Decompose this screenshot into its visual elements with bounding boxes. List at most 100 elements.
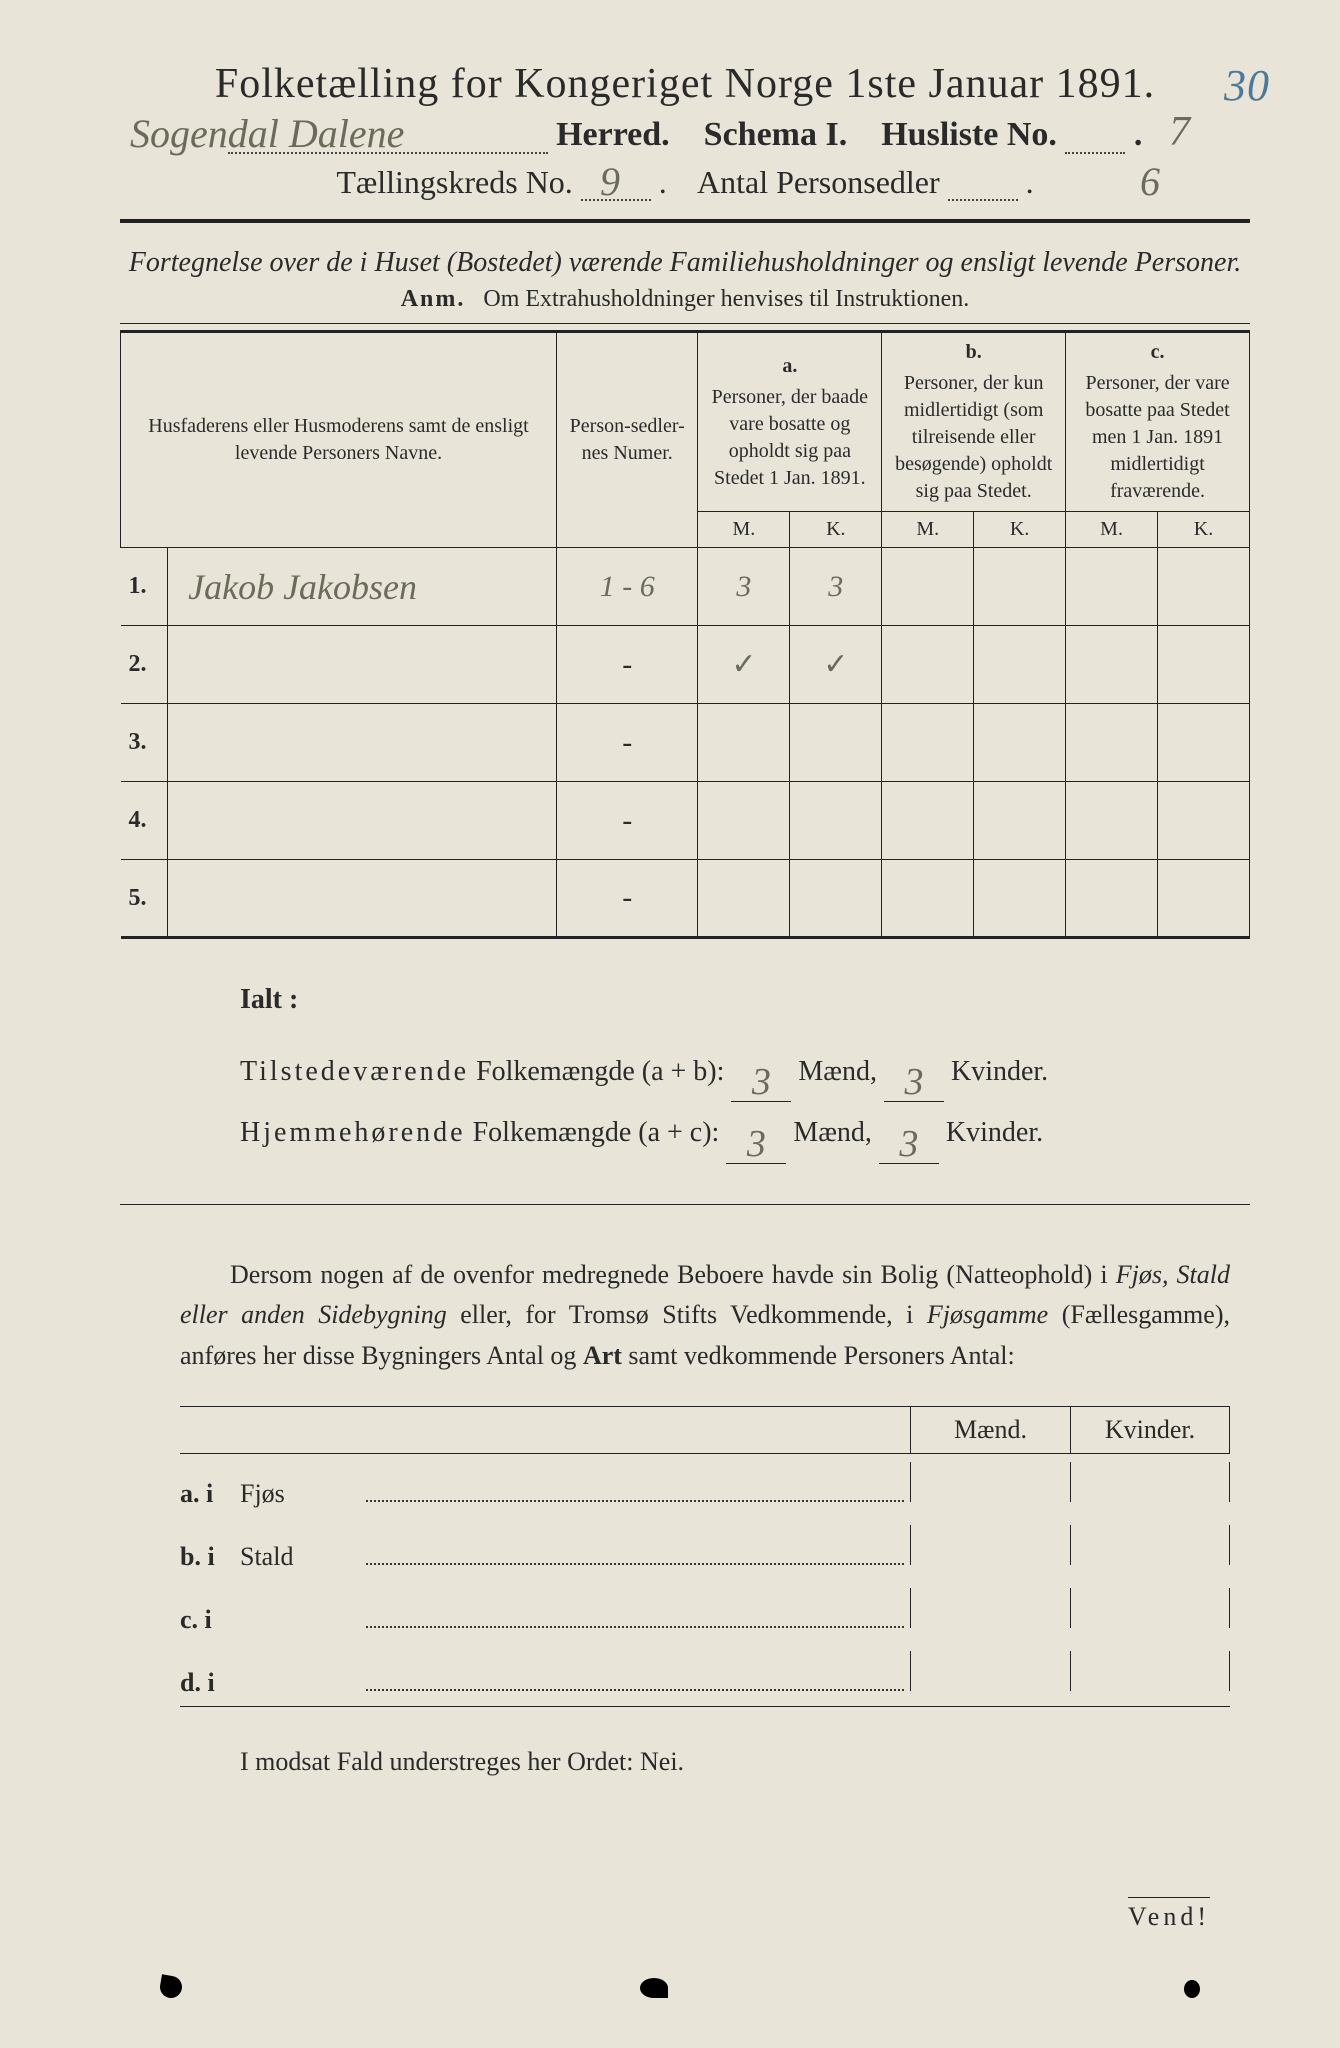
row-c-m xyxy=(1066,704,1158,782)
divider-thick xyxy=(120,219,1250,223)
col-head-b: b. Personer, der kun midlertidigt (som t… xyxy=(882,332,1066,512)
outbuilding-row: c. i xyxy=(180,1580,1230,1643)
antal-value: 6 xyxy=(1140,158,1160,205)
row-number: 5. xyxy=(121,860,168,938)
outb-kvinder-cell xyxy=(1070,1651,1230,1691)
row-b-m xyxy=(882,704,974,782)
row-numer: 1 - 6 xyxy=(557,548,698,626)
row-b-m xyxy=(882,548,974,626)
row-a-k xyxy=(790,782,882,860)
ialt-row-present: Tilstedeværende Folkemængde (a + b): 3 M… xyxy=(240,1041,1250,1103)
col-b-m: M. xyxy=(882,512,974,548)
outb-kvinder-cell xyxy=(1070,1588,1230,1628)
row-b-k xyxy=(974,860,1066,938)
col-head-numer: Person-sedler-nes Numer. xyxy=(557,332,698,548)
row-c-k xyxy=(1158,782,1250,860)
outbuilding-paragraph: Dersom nogen af de ovenfor medregnede Be… xyxy=(180,1255,1230,1376)
outb-kvinder-cell xyxy=(1070,1462,1230,1502)
anm-label: Anm. xyxy=(401,286,466,312)
census-form-page: Folketælling for Kongeriget Norge 1ste J… xyxy=(0,0,1340,2048)
outb-head-spacer xyxy=(180,1407,910,1453)
ialt-kvinder-1: Kvinder. xyxy=(951,1056,1048,1087)
col-a-text: Personer, der baade vare bosatte og opho… xyxy=(712,386,868,489)
outb-type: Stald xyxy=(240,1542,360,1572)
outb-maend-cell xyxy=(910,1588,1070,1628)
col-head-c: c. Personer, der vare bosatte paa Stedet… xyxy=(1066,332,1250,512)
row-name xyxy=(168,782,557,860)
row-numer: - xyxy=(557,782,698,860)
row-number: 1. xyxy=(121,548,168,626)
outb-maend-cell xyxy=(910,1462,1070,1502)
outb-label: a. i xyxy=(180,1479,240,1509)
outb-header: Mænd. Kvinder. xyxy=(180,1406,1230,1454)
outb-label: c. i xyxy=(180,1605,240,1635)
herred-value: Sogendal Dalene xyxy=(130,110,404,157)
col-b-text: Personer, der kun midlertidigt (som tilr… xyxy=(895,372,1052,502)
husliste-value: 7 xyxy=(1169,108,1190,156)
row-a-m: ✓ xyxy=(698,626,790,704)
row-c-k xyxy=(1158,704,1250,782)
row-a-k xyxy=(790,860,882,938)
ink-blot-center xyxy=(640,1978,668,1998)
row-c-m xyxy=(1066,548,1158,626)
anm-text: Om Extrahusholdninger henvises til Instr… xyxy=(483,286,969,312)
antal-blank xyxy=(948,179,1018,201)
form-subtitle: Fortegnelse over de i Huset (Bostedet) v… xyxy=(120,243,1250,282)
col-b-k: K. xyxy=(974,512,1066,548)
ialt-v1m: 3 xyxy=(731,1063,791,1102)
outb-type: Fjøs xyxy=(240,1479,360,1509)
ialt-kvinder-2: Kvinder. xyxy=(946,1117,1043,1148)
antal-label: Antal Personsedler xyxy=(697,164,940,200)
ialt-row-resident: Hjemmehørende Folkemængde (a + c): 3 Mæn… xyxy=(240,1102,1250,1164)
row-name xyxy=(168,626,557,704)
ialt-maend-2: Mænd, xyxy=(793,1117,872,1148)
row-c-m xyxy=(1066,782,1158,860)
ink-blot-left xyxy=(158,1974,183,1999)
row-b-k xyxy=(974,782,1066,860)
col-c-letter: c. xyxy=(1074,339,1241,366)
row-numer: - xyxy=(557,860,698,938)
husliste-blank xyxy=(1065,132,1125,154)
outb-maend-cell xyxy=(910,1525,1070,1565)
row-c-k xyxy=(1158,860,1250,938)
ialt-label: Ialt : xyxy=(240,969,1250,1031)
row-b-m xyxy=(882,626,974,704)
row-b-m xyxy=(882,860,974,938)
ialt-v2m: 3 xyxy=(726,1125,786,1164)
nei-line: I modsat Fald understreges her Ordet: Ne… xyxy=(240,1747,1250,1777)
row-c-m xyxy=(1066,626,1158,704)
outbuilding-row: b. iStald xyxy=(180,1517,1230,1580)
col-c-text: Personer, der vare bosatte paa Stedet me… xyxy=(1085,372,1229,502)
household-table: Husfaderens eller Husmoderens samt de en… xyxy=(120,330,1250,939)
outb-dots xyxy=(366,1614,904,1628)
header-herred-line: Sogendal Dalene Herred. Schema I. Huslis… xyxy=(120,116,1250,154)
outb-head-kvinder: Kvinder. xyxy=(1070,1407,1230,1453)
row-b-m xyxy=(882,782,974,860)
outb-dots xyxy=(366,1677,904,1691)
outbuildings-block: Mænd. Kvinder. a. iFjøsb. iStaldc. id. i xyxy=(180,1406,1230,1707)
col-a-m: M. xyxy=(698,512,790,548)
anm-line: Anm. Om Extrahusholdninger henvises til … xyxy=(120,286,1250,313)
row-number: 3. xyxy=(121,704,168,782)
row-c-k xyxy=(1158,626,1250,704)
divider-thin-1 xyxy=(120,323,1250,324)
col-a-letter: a. xyxy=(706,353,873,380)
outb-kvinder-cell xyxy=(1070,1525,1230,1565)
row-b-k xyxy=(974,548,1066,626)
ialt-maend-1: Mænd, xyxy=(798,1056,877,1087)
col-c-k: K. xyxy=(1158,512,1250,548)
row-a-k: ✓ xyxy=(790,626,882,704)
outb-label: d. i xyxy=(180,1668,240,1698)
row-numer: - xyxy=(557,704,698,782)
vend-label: Vend! xyxy=(1128,1897,1210,1932)
row-a-m xyxy=(698,704,790,782)
outb-label: b. i xyxy=(180,1542,240,1572)
row-c-k xyxy=(1158,548,1250,626)
ialt-r2a: Hjemmehørende xyxy=(240,1117,466,1148)
outbuilding-row: a. iFjøs xyxy=(180,1454,1230,1517)
row-name xyxy=(168,860,557,938)
row-name xyxy=(168,704,557,782)
ialt-v2k: 3 xyxy=(879,1125,939,1164)
col-head-names: Husfaderens eller Husmoderens samt de en… xyxy=(121,332,557,548)
census-title: Folketælling for Kongeriget Norge 1ste J… xyxy=(215,61,1155,107)
